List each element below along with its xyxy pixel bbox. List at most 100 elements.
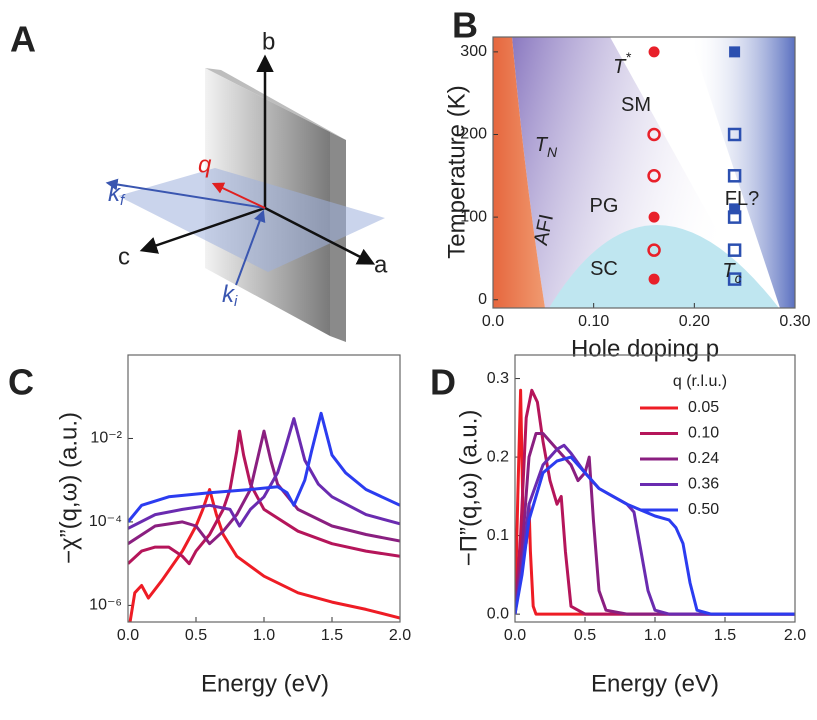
diagram-a: A b a c q kf ki [10, 19, 388, 342]
x-tick-label: 1.5 [321, 627, 343, 644]
legend-label: 0.24 [688, 450, 719, 467]
marker-square [727, 210, 742, 224]
x-axis-label: Hole doping p [571, 335, 719, 362]
region-label: SM [621, 94, 651, 116]
marker-circle [647, 169, 661, 183]
scattering-plane [118, 168, 385, 272]
region-label: PG [590, 195, 619, 217]
y-tick-label: 10⁻² [90, 430, 122, 447]
x-tick-label: 0.0 [117, 627, 139, 644]
y-axis-label: −χ”(q,ω) (a.u.) [55, 412, 82, 564]
x-axis-label: Energy (eV) [591, 670, 719, 697]
region-label-main: T [613, 56, 627, 78]
series-line [515, 455, 795, 616]
x-tick-label: 2.0 [784, 627, 806, 644]
label-ki: ki [222, 281, 238, 310]
x-tick-label: 0.10 [578, 313, 609, 330]
region-label-main: FL? [725, 188, 759, 210]
region-label-main: SC [590, 258, 618, 280]
label-ki-sub: i [234, 293, 238, 310]
afi-region [493, 37, 545, 308]
y-tick-label: 0.1 [487, 527, 509, 544]
marker-square [727, 243, 742, 257]
legend-label: 0.50 [688, 501, 719, 518]
region-label: T* [613, 49, 631, 79]
region-label-main: T [535, 134, 549, 156]
label-a: a [374, 251, 388, 278]
x-tick-label: 1.0 [253, 627, 275, 644]
y-tick-label: 300 [460, 43, 487, 60]
panel-letter: B [452, 5, 478, 46]
marker-square [727, 127, 742, 142]
region-label-sub: N [547, 144, 558, 160]
chart-B: B Hole doping p Temperature (K) 0.0 0.10 0.20… [443, 5, 810, 363]
series-line [515, 432, 795, 616]
x-axis-label: Energy (eV) [201, 670, 329, 697]
marker-circle [647, 243, 661, 257]
vector-q [211, 182, 266, 209]
x-tick-label: 0.30 [779, 313, 810, 330]
y-axis-label: −Π”(q,ω) (a.u.) [455, 410, 482, 567]
x-tick-label: 0.0 [504, 627, 526, 644]
phase-regions [493, 37, 795, 308]
marker-square [727, 272, 742, 286]
region-label: SC [590, 258, 618, 280]
y-tick-label: 100 [460, 208, 487, 225]
region-label-main: PG [590, 195, 619, 217]
marker-square [729, 203, 741, 215]
label-q: q [198, 151, 212, 178]
series-line [128, 411, 400, 523]
marker-square [729, 46, 741, 58]
sc-dome [549, 225, 779, 308]
x-tick-label: 0.5 [574, 627, 596, 644]
region-label-sup: * [625, 49, 631, 65]
marker-circle [647, 127, 661, 142]
x-tick-label: 1.5 [714, 627, 736, 644]
marker-square [727, 169, 742, 183]
y-tick-label: 0 [478, 291, 487, 308]
label-c: c [118, 243, 130, 270]
plot-frame [492, 36, 796, 309]
marker-circle [648, 211, 660, 223]
series-line [128, 417, 400, 530]
label-ki-main: k [222, 281, 236, 308]
label-kf-main: k [108, 180, 122, 207]
region-label: Tc [722, 260, 741, 285]
y-axis-label: Temperature (K) [443, 85, 470, 258]
legend-label: 0.10 [688, 425, 719, 442]
vector-kf [105, 178, 266, 209]
label-kf-sub: f [120, 192, 126, 209]
legend-title: q (r.l.u.) [673, 373, 727, 390]
panel-letter: C [8, 362, 34, 403]
x-tick-label: 1.0 [644, 627, 666, 644]
y-tick-label: 200 [460, 126, 487, 143]
plot-frame [127, 354, 401, 623]
region-label: TN [535, 134, 558, 159]
marker-circle [648, 273, 660, 285]
plot-frame [514, 354, 796, 623]
axis-a [264, 206, 376, 265]
y-tick-label: 10⁻⁴ [89, 513, 122, 530]
y-tick-label: 0.3 [487, 370, 509, 387]
axis-c [139, 206, 266, 254]
y-tick-label: 0.0 [487, 605, 509, 622]
region-label-main: SM [621, 94, 651, 116]
region-label-sub: c [735, 270, 742, 286]
region-label-main: T [722, 260, 736, 282]
region-label: FL? [725, 188, 759, 210]
series-line [128, 429, 400, 546]
panel-letter: A [10, 19, 36, 60]
panel-letter: D [430, 362, 456, 403]
legend-label: 0.36 [688, 476, 719, 493]
chart-D: D Energy (eV) −Π”(q,ω) (a.u.) 0.0 0.5 1.0 1.5 2… [430, 354, 806, 697]
series-line [515, 388, 795, 616]
series-line [515, 443, 795, 616]
chart-C: C Energy (eV) −χ”(q,ω) (a.u.) 0.0 0.5 1.0 1.5 2… [8, 354, 411, 697]
plate-top [205, 68, 346, 140]
x-tick-label: 2.0 [389, 627, 411, 644]
marker-circle [648, 46, 660, 58]
series-line [128, 429, 400, 566]
legend-label: 0.05 [688, 399, 719, 416]
x-tick-label: 0.0 [482, 313, 504, 330]
